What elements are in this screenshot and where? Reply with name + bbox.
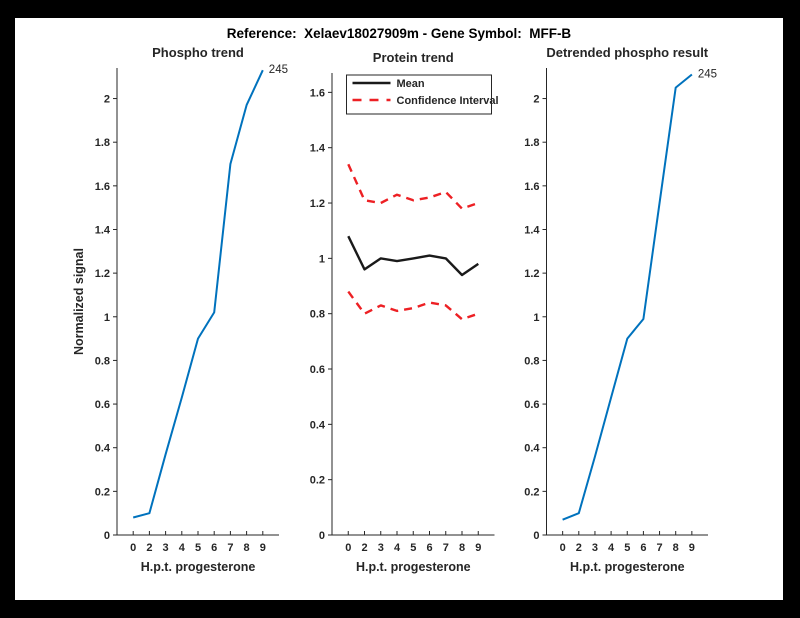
subplot-title: Protein trend xyxy=(373,50,454,65)
legend-label: Mean xyxy=(397,78,425,90)
ci-upper-line xyxy=(347,163,479,210)
x-tick-label: 7 xyxy=(443,542,449,554)
subplot-title: Detrended phospho result xyxy=(546,45,708,60)
y-tick-label: 1.8 xyxy=(524,137,539,149)
y-tick-label: 0.4 xyxy=(95,443,111,455)
subplots-canvas: 00.20.40.60.811.21.41.61.820 2 3 4 5 6 7 8 9Phos… xyxy=(72,45,717,574)
figure-title: Reference: Xelaev18027909m - Gene Symbol… xyxy=(226,26,572,41)
x-axis-label: H.p.t. progesterone xyxy=(570,560,685,574)
x-tick-label: 8 xyxy=(673,542,679,554)
subplot-title: Phospho trend xyxy=(152,45,244,60)
x-tick-label: 7 xyxy=(656,542,662,554)
x-tick-label: 4 xyxy=(608,542,615,554)
endpoint-annotation: 245 xyxy=(698,69,717,81)
y-tick-label: 1.4 xyxy=(95,224,111,236)
x-tick-label: 2 xyxy=(576,542,582,554)
x-tick-label: 6 xyxy=(426,542,432,554)
y-tick-label: 0.2 xyxy=(310,475,325,487)
y-tick-label: 1.6 xyxy=(524,181,539,193)
detrended-phospho-chart: 00.20.40.60.811.21.41.61.820 2 3 4 5 6 7 8 9Detr… xyxy=(524,45,717,574)
ci-lower-line xyxy=(347,290,479,321)
y-tick-label: 0.6 xyxy=(95,399,110,411)
y-tick-label: 1.2 xyxy=(310,198,325,210)
y-tick-label: 1.2 xyxy=(95,268,110,280)
x-axis-label: H.p.t. progesterone xyxy=(356,560,471,574)
y-tick-label: 0.6 xyxy=(310,364,325,376)
x-tick-label: 0 xyxy=(560,542,566,554)
x-tick-label: 2 xyxy=(361,542,367,554)
x-tick-label: 0 xyxy=(130,542,136,554)
endpoint-annotation: 245 xyxy=(269,64,288,76)
y-tick-label: 0 xyxy=(533,530,539,542)
x-tick-label: 8 xyxy=(244,542,250,554)
x-axis-label: H.p.t. progesterone xyxy=(141,560,256,574)
y-tick-label: 1 xyxy=(104,312,110,324)
y-tick-label: 1 xyxy=(533,312,539,324)
y-tick-label: 0.8 xyxy=(95,355,110,367)
legend-label: Confidence Interval xyxy=(397,95,499,107)
protein-trend-chart: 00.20.40.60.811.21.41.60 2 3 4 5 6 7 8 9Protein … xyxy=(310,50,499,574)
y-tick-label: 0.2 xyxy=(95,486,110,498)
x-tick-label: 3 xyxy=(163,542,169,554)
y-axis-label: Normalized signal xyxy=(72,248,86,355)
y-tick-label: 1.6 xyxy=(95,181,110,193)
y-tick-label: 0.4 xyxy=(524,443,540,455)
y-tick-label: 2 xyxy=(104,94,110,106)
y-tick-label: 0.8 xyxy=(310,309,325,321)
x-tick-label: 6 xyxy=(211,542,217,554)
x-tick-label: 9 xyxy=(689,542,695,554)
x-tick-label: 0 xyxy=(345,542,351,554)
x-tick-label: 4 xyxy=(394,542,401,554)
x-tick-label: 7 xyxy=(227,542,233,554)
y-tick-label: 1 xyxy=(319,253,325,265)
y-tick-label: 0 xyxy=(104,530,110,542)
x-tick-label: 8 xyxy=(459,542,465,554)
phospho-line xyxy=(132,69,264,519)
y-tick-label: 1.6 xyxy=(310,87,325,99)
x-tick-label: 6 xyxy=(640,542,646,554)
x-tick-label: 9 xyxy=(260,542,266,554)
detrended-line xyxy=(562,73,693,521)
x-tick-label: 2 xyxy=(146,542,152,554)
x-tick-label: 9 xyxy=(475,542,481,554)
x-tick-label: 3 xyxy=(378,542,384,554)
x-tick-label: 5 xyxy=(624,542,630,554)
phospho-trend-chart: 00.20.40.60.811.21.41.61.820 2 3 4 5 6 7 8 9Phos… xyxy=(72,45,288,574)
x-tick-label: 5 xyxy=(410,542,416,554)
y-tick-label: 1.8 xyxy=(95,137,110,149)
x-tick-label: 5 xyxy=(195,542,201,554)
y-tick-label: 1.2 xyxy=(524,268,539,280)
y-tick-label: 0 xyxy=(319,530,325,542)
y-tick-label: 0.4 xyxy=(310,419,326,431)
y-tick-label: 0.8 xyxy=(524,355,539,367)
y-tick-label: 0.6 xyxy=(524,399,539,411)
y-tick-label: 1.4 xyxy=(310,143,326,155)
x-tick-label: 3 xyxy=(592,542,598,554)
x-tick-label: 4 xyxy=(179,542,186,554)
y-tick-label: 1.4 xyxy=(524,224,540,236)
legend-box xyxy=(346,74,492,115)
mean-line xyxy=(347,235,479,277)
matlab-figure: Reference: Xelaev18027909m - Gene Symbol… xyxy=(15,18,783,600)
y-tick-label: 0.2 xyxy=(524,486,539,498)
y-tick-label: 2 xyxy=(533,94,539,106)
